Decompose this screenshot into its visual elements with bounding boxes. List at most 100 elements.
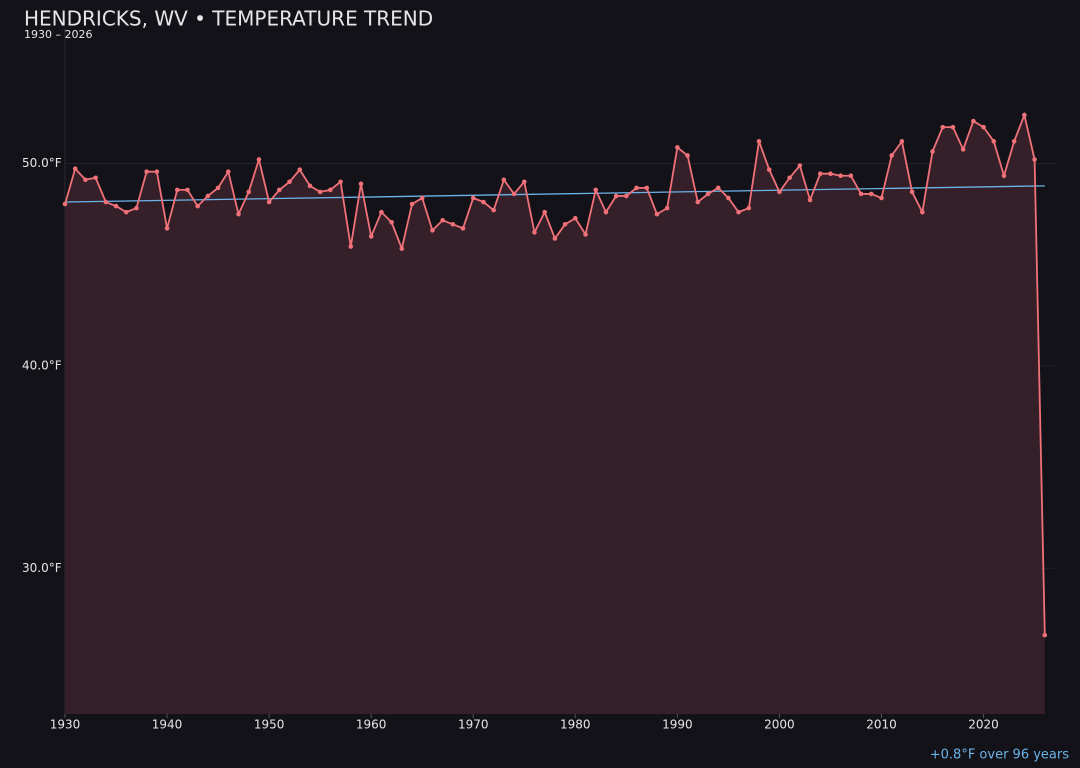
x-tick-label: 1990 <box>662 718 693 732</box>
annotation: +0.8°F over 96 years <box>930 748 1069 763</box>
point <box>195 203 200 209</box>
point <box>389 219 394 225</box>
point <box>266 199 272 205</box>
point <box>787 175 792 181</box>
point <box>715 185 721 191</box>
point <box>695 199 701 205</box>
chart-title: HENDRICKS, WV • TEMPERATURE TREND <box>24 7 433 31</box>
point <box>307 183 313 189</box>
point <box>950 124 956 130</box>
y-tick-label: 40.0°F <box>22 358 62 372</box>
point <box>960 147 966 152</box>
point <box>144 169 149 174</box>
x-tick-label: 1970 <box>458 718 489 732</box>
point <box>501 177 507 183</box>
point <box>1011 139 1017 144</box>
x-tick-label: 1950 <box>254 718 285 732</box>
point <box>552 236 558 241</box>
point <box>930 149 935 154</box>
point <box>1042 632 1048 638</box>
point <box>440 217 445 223</box>
point <box>164 226 170 231</box>
point <box>766 167 772 172</box>
area <box>65 115 1045 714</box>
point <box>154 169 160 174</box>
point <box>491 207 496 213</box>
point <box>481 199 486 205</box>
point <box>613 193 619 199</box>
point <box>103 199 109 205</box>
point <box>317 189 323 195</box>
point <box>981 124 986 130</box>
point <box>225 169 231 174</box>
point <box>379 209 384 215</box>
point <box>838 173 843 179</box>
point <box>705 191 711 197</box>
point <box>511 191 517 197</box>
y-tick-label: 50.0°F <box>22 156 62 170</box>
point <box>675 145 680 150</box>
point <box>338 179 343 185</box>
point <box>562 221 568 227</box>
point <box>72 166 78 171</box>
point <box>858 191 864 197</box>
trend-line <box>64 185 1045 203</box>
point <box>368 234 374 239</box>
point <box>654 211 660 217</box>
point <box>450 221 456 227</box>
point <box>583 232 588 237</box>
point <box>603 209 609 215</box>
point <box>889 153 895 158</box>
point <box>756 139 762 144</box>
point <box>185 187 190 193</box>
point <box>807 197 813 203</box>
point <box>205 193 211 199</box>
point <box>460 226 466 231</box>
chart-subtitle: 1930 – 2026 <box>24 28 92 41</box>
point <box>297 167 303 172</box>
point <box>277 187 282 193</box>
point <box>430 228 435 233</box>
point <box>215 185 221 191</box>
x-tick-label: 2000 <box>764 718 795 732</box>
point <box>991 139 997 144</box>
x-tick-label: 2010 <box>866 718 897 732</box>
point <box>256 157 262 162</box>
point <box>777 189 782 195</box>
point <box>113 203 119 209</box>
point <box>664 205 670 211</box>
point <box>797 163 803 168</box>
point <box>726 195 731 201</box>
point <box>828 171 833 176</box>
x-tick-label: 1940 <box>152 718 183 732</box>
point <box>746 205 752 211</box>
x-tick-label: 1980 <box>560 718 591 732</box>
point <box>848 173 854 179</box>
point <box>358 181 364 187</box>
point <box>1032 157 1037 162</box>
point <box>909 189 915 195</box>
point <box>593 187 599 193</box>
point <box>174 187 180 193</box>
point <box>328 187 333 193</box>
point <box>409 201 415 207</box>
point <box>971 118 976 124</box>
point <box>940 124 946 130</box>
x-tick-label: 2020 <box>968 718 999 732</box>
point <box>83 177 88 183</box>
point <box>736 209 741 215</box>
point <box>624 193 629 199</box>
point <box>419 195 425 201</box>
x-tick-label: 1930 <box>50 718 81 732</box>
point <box>1001 173 1007 179</box>
point <box>93 175 98 181</box>
point <box>920 209 925 215</box>
point <box>817 171 823 176</box>
point <box>123 209 129 215</box>
point <box>532 230 537 235</box>
point <box>399 246 405 251</box>
point <box>134 205 139 211</box>
point <box>287 179 292 185</box>
point <box>348 244 354 249</box>
